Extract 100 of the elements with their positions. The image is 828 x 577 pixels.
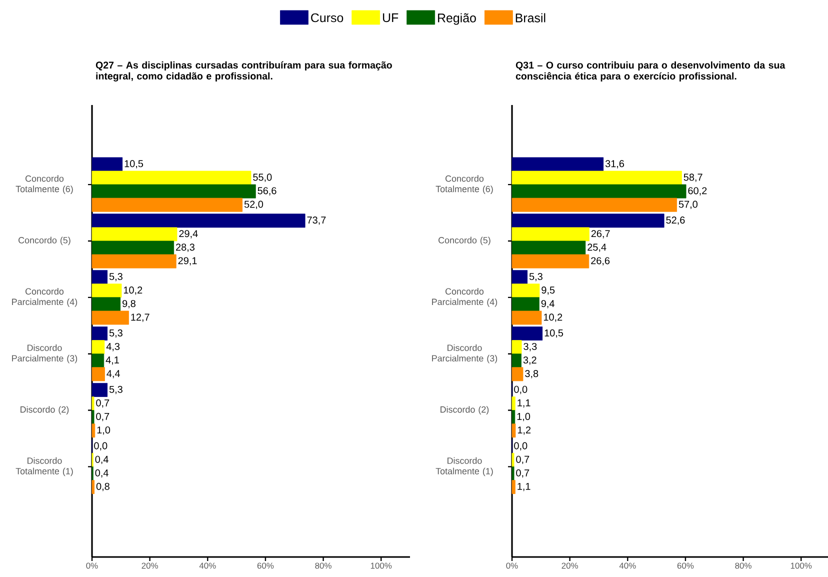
x-tick-label: 60% [677,562,694,569]
bar [512,297,540,312]
y-tick-label: Concordo Parcialmente (4) [12,288,78,307]
bar [512,480,516,494]
bar [92,254,176,268]
bar [512,354,522,368]
data-label: 73,7 [307,216,326,225]
bar [92,170,252,185]
bar [512,284,540,298]
bar [92,270,108,284]
y-tick-label: Discordo Parcialmente (3) [12,344,78,364]
bar [92,396,94,410]
y-tick-label: Discordo Totalmente (1) [16,457,73,476]
bar [512,198,677,212]
x-tick-label: 0% [86,562,98,569]
bar [92,382,108,397]
data-label: 5,3 [109,386,122,394]
y-tick-label: Concordo Parcialmente (4) [432,288,498,307]
legend-label: Curso [311,13,344,22]
bar [512,367,524,382]
data-label: 26,6 [591,257,610,266]
legend-label: UF [382,13,398,22]
data-label: 29,1 [178,257,197,266]
data-label: 29,4 [179,230,198,238]
y-tick-label: Discordo (2) [440,406,489,414]
data-label: 0,8 [96,482,110,492]
data-label: 0,4 [95,456,108,464]
data-label: 9,4 [541,300,554,308]
bar [512,240,586,255]
bar [92,240,174,255]
bar [512,214,664,228]
data-label: 28,3 [176,244,194,252]
data-label: 0,7 [516,469,530,478]
bar [92,284,122,298]
y-tick-label: Discordo Totalmente (1) [436,457,493,476]
bar [512,340,522,354]
bar [92,184,256,198]
data-label: 1,0 [517,412,530,422]
bar [92,354,104,368]
x-tick-label: 40% [619,562,636,569]
bar [92,424,96,438]
data-label: 4,4 [106,370,120,378]
bar [512,184,686,198]
data-label: 5,3 [109,272,122,282]
data-label: 10,5 [544,329,564,338]
bar [512,396,516,410]
data-label: 10,2 [544,314,562,322]
data-label: 4,3 [106,342,120,352]
y-tick-label: Concordo (5) [438,236,490,246]
data-label: 1,1 [518,482,530,492]
bar [92,326,108,340]
x-tick-label: 100% [790,562,812,569]
x-tick-label: 60% [257,562,274,569]
bar [512,157,604,172]
chart-title: Q27 – As disciplinas cursadas contribuíram para sua formação integral, como cidadão e profissional. [96,61,392,82]
chart-title: Q31 – O curso contribuiu para o desenvolvimento da sua consciência ética para o exercício profissional. [516,61,786,82]
bar [92,480,95,494]
data-label: 5,3 [109,329,122,338]
bar [92,198,243,212]
data-label: 10,5 [124,160,144,168]
y-tick-label: Concordo Totalmente (6) [16,175,73,194]
bar [512,227,590,242]
data-label: 9,8 [122,300,136,308]
bar [92,297,121,312]
data-label: 10,2 [124,286,142,295]
data-label: 0,0 [94,442,108,451]
bar [92,340,105,354]
bar [512,310,542,325]
y-tick-label: Discordo Parcialmente (3) [432,344,498,364]
y-tick-label: Concordo Totalmente (6) [436,175,493,194]
bar [512,326,543,340]
x-tick-label: 80% [735,562,752,569]
bar [512,170,682,185]
bar [512,466,514,480]
bar [512,254,590,268]
x-tick-label: 100% [370,562,392,569]
x-tick-label: 80% [315,562,332,569]
bar [512,270,528,284]
bar [92,214,306,228]
data-label: 1,0 [97,426,110,435]
bar [512,424,516,438]
data-label: 0,7 [516,456,530,464]
data-label: 3,3 [524,342,537,352]
data-label: 0,7 [96,412,110,422]
data-label: 12,7 [131,314,150,322]
bar [92,227,178,242]
data-label: 52,0 [244,200,264,209]
data-label: 25,4 [588,244,606,252]
x-tick-label: 20% [142,562,158,569]
data-label: 26,7 [591,230,610,238]
x-tick-label: 0% [506,562,518,569]
legend-label: Região [438,13,476,25]
x-tick-label: 20% [562,562,578,569]
data-label: 1,2 [518,426,531,435]
data-label: 0,4 [95,469,108,478]
bar [92,367,105,382]
data-label: 4,1 [106,356,119,365]
data-label: 55,0 [253,174,272,182]
data-label: 3,8 [525,370,538,378]
data-label: 58,7 [684,174,702,182]
